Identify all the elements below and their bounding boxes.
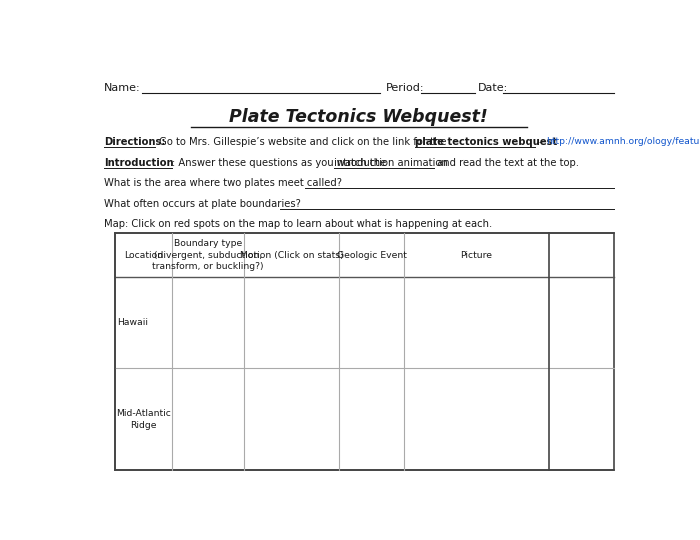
Text: and read the text at the top.: and read the text at the top. bbox=[434, 158, 579, 167]
Text: Picture: Picture bbox=[461, 251, 493, 260]
Text: -: - bbox=[536, 137, 549, 147]
Text: What is the area where two plates meet called?: What is the area where two plates meet c… bbox=[104, 178, 342, 188]
Text: Hawaii: Hawaii bbox=[118, 318, 148, 327]
Text: Name:: Name: bbox=[104, 83, 141, 93]
Text: Directions:: Directions: bbox=[104, 137, 165, 147]
Text: Boundary type
(divergent, subduction,
transform, or buckling?): Boundary type (divergent, subduction, tr… bbox=[153, 239, 264, 271]
Text: Go to Mrs. Gillespie’s website and click on the link for the: Go to Mrs. Gillespie’s website and click… bbox=[156, 137, 450, 147]
Text: What often occurs at plate boundaries?: What often occurs at plate boundaries? bbox=[104, 199, 301, 209]
Text: Mid-Atlantic
Ridge: Mid-Atlantic Ridge bbox=[116, 409, 171, 430]
Bar bbox=[115, 233, 614, 470]
Text: plate tectonics webquest: plate tectonics webquest bbox=[414, 137, 557, 147]
Text: Location: Location bbox=[124, 251, 163, 260]
Text: : Answer these questions as you watch the: : Answer these questions as you watch th… bbox=[172, 158, 389, 167]
Text: introduction animation: introduction animation bbox=[335, 158, 448, 167]
Text: Map: Click on red spots on the map to learn about what is happening at each.: Map: Click on red spots on the map to le… bbox=[104, 219, 492, 228]
Text: Date:: Date: bbox=[478, 83, 508, 93]
Text: Geologic Event: Geologic Event bbox=[337, 251, 407, 260]
Text: Introduction: Introduction bbox=[104, 158, 174, 167]
Text: Motion (Click on stats): Motion (Click on stats) bbox=[240, 251, 344, 260]
Text: Plate Tectonics Webquest!: Plate Tectonics Webquest! bbox=[230, 108, 488, 126]
Text: Period:: Period: bbox=[386, 83, 424, 93]
Text: http://www.amnh.org/ology/features/plates/loader.swf: http://www.amnh.org/ology/features/plate… bbox=[546, 137, 700, 146]
